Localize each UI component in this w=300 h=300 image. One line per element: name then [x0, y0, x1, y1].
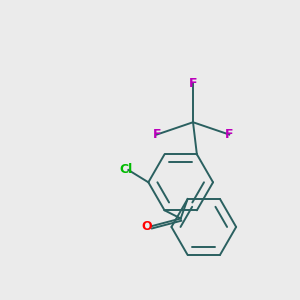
Text: F: F — [189, 77, 197, 90]
Text: Cl: Cl — [119, 164, 132, 176]
Text: F: F — [153, 128, 161, 141]
Text: F: F — [225, 128, 233, 141]
Text: O: O — [141, 220, 152, 233]
